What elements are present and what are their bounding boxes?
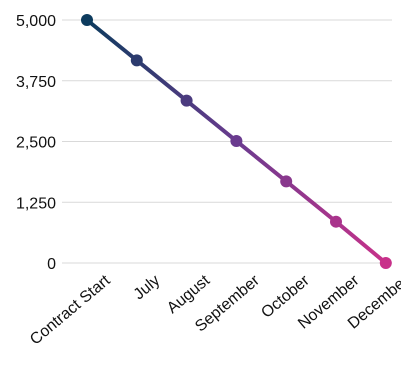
y-tick-label: 2,500 [16,135,56,152]
y-tick-label: 0 [47,256,56,273]
gridlines [62,19,392,264]
y-tick-label: 5,000 [16,13,56,30]
data-point [130,54,143,67]
data-point [81,14,93,26]
y-tick-label: 1,250 [16,195,56,212]
y-tick-label: 3,750 [16,74,56,91]
data-point [379,257,392,269]
data-point [330,215,342,228]
x-axis-tick-labels: Contract Start July AugustSeptemberOctober… [27,272,401,349]
x-tick-label: July [131,272,164,303]
data-point [280,175,293,188]
series-remaining-balance [81,14,392,269]
data-point [230,135,243,148]
y-axis-tick-labels: 5,000 3,750 2,500 1,250 0 [16,13,56,273]
data-point [180,94,193,107]
x-tick-label: Contract Start [27,272,114,349]
